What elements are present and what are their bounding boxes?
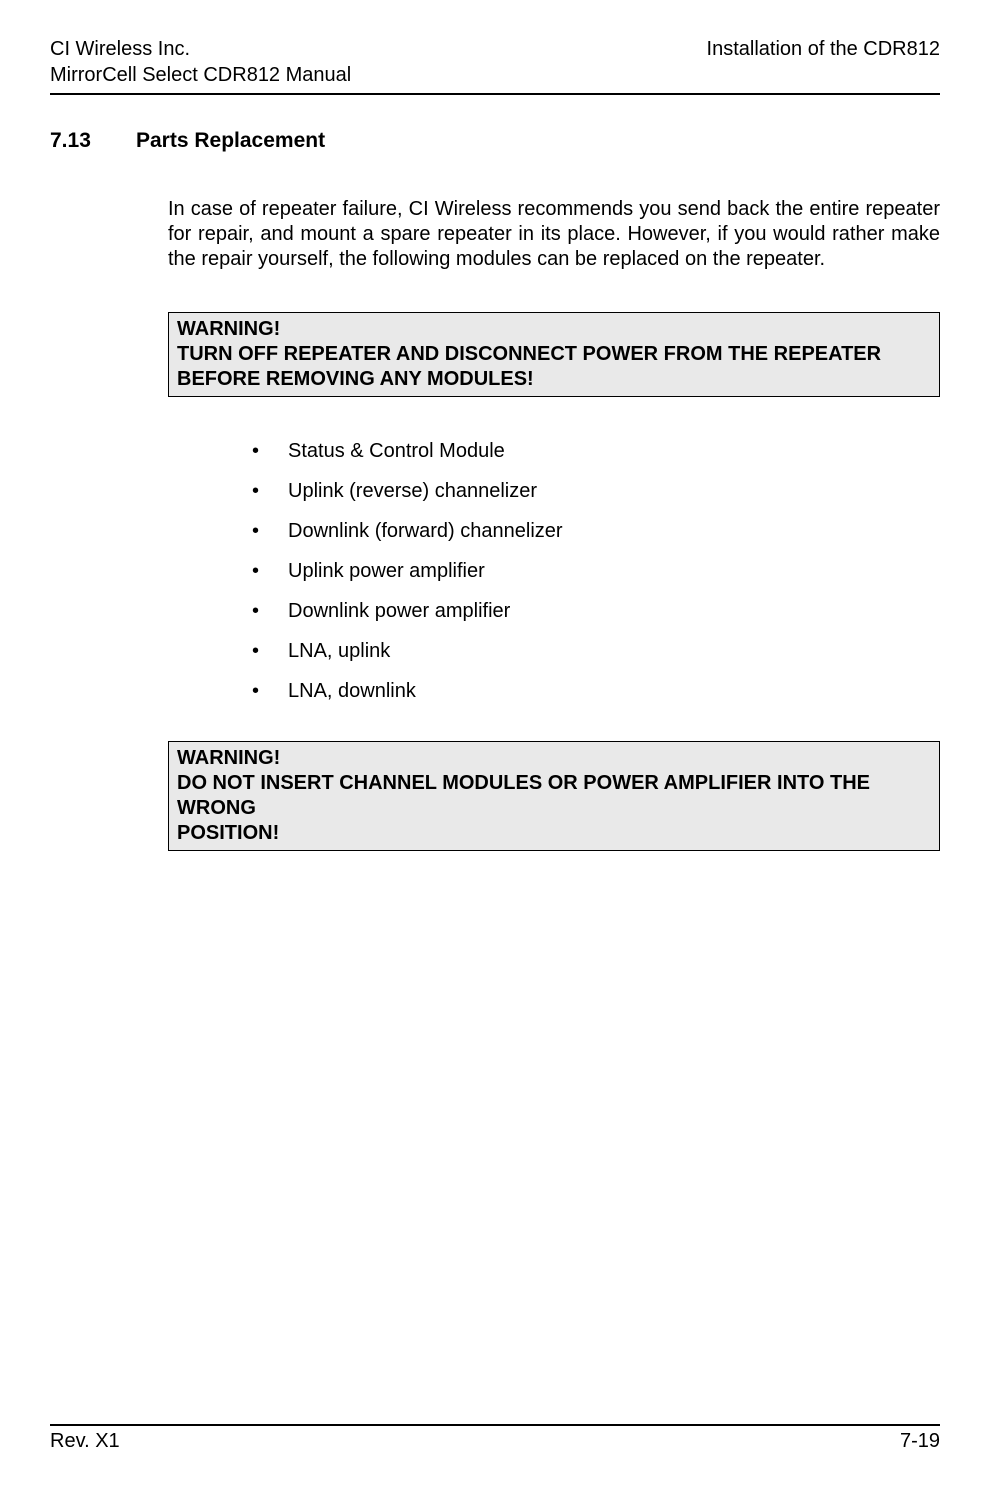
list-item: LNA, uplink: [252, 639, 940, 663]
warning-box-1: WARNING! TURN OFF REPEATER AND DISCONNEC…: [168, 312, 940, 397]
warning-2-label: WARNING!: [177, 746, 931, 771]
warning-2-line-2: POSITION!: [177, 821, 931, 846]
list-item: LNA, downlink: [252, 679, 940, 703]
warning-1-label: WARNING!: [177, 317, 931, 342]
page-header: CI Wireless Inc. MirrorCell Select CDR81…: [50, 36, 940, 88]
list-item: Downlink (forward) channelizer: [252, 519, 940, 543]
list-item-label: Status & Control Module: [288, 440, 505, 462]
list-item-label: Uplink power amplifier: [288, 560, 485, 582]
page-footer: Rev. X1 7-19: [50, 1424, 940, 1453]
footer-rev: Rev. X1: [50, 1430, 120, 1453]
header-right: Installation of the CDR812: [707, 36, 940, 88]
intro-paragraph: In case of repeater failure, CI Wireless…: [168, 197, 940, 272]
footer-rule: [50, 1424, 940, 1426]
section-heading: 7.13Parts Replacement: [50, 129, 940, 153]
footer-page: 7-19: [900, 1430, 940, 1453]
header-manual: MirrorCell Select CDR812 Manual: [50, 62, 351, 88]
header-rule: [50, 93, 940, 95]
section-title: Parts Replacement: [136, 129, 325, 152]
list-item-label: Downlink power amplifier: [288, 600, 510, 622]
list-item-label: Downlink (forward) channelizer: [288, 520, 563, 542]
list-item-label: Uplink (reverse) channelizer: [288, 480, 537, 502]
warning-1-line-1: TURN OFF REPEATER AND DISCONNECT POWER F…: [177, 342, 931, 367]
section-number: 7.13: [50, 129, 136, 153]
list-item: Status & Control Module: [252, 439, 940, 463]
list-item-label: LNA, uplink: [288, 640, 390, 662]
list-item: Downlink power amplifier: [252, 599, 940, 623]
list-item: Uplink (reverse) channelizer: [252, 479, 940, 503]
list-item-label: LNA, downlink: [288, 680, 416, 702]
warning-2-line-1: DO NOT INSERT CHANNEL MODULES OR POWER A…: [177, 771, 931, 821]
body-block: In case of repeater failure, CI Wireless…: [168, 197, 940, 851]
header-company: CI Wireless Inc.: [50, 36, 351, 62]
module-list: Status & Control Module Uplink (reverse)…: [252, 439, 940, 703]
list-item: Uplink power amplifier: [252, 559, 940, 583]
header-chapter: Installation of the CDR812: [707, 36, 940, 62]
page: CI Wireless Inc. MirrorCell Select CDR81…: [0, 0, 990, 1493]
footer-row: Rev. X1 7-19: [50, 1430, 940, 1453]
header-left: CI Wireless Inc. MirrorCell Select CDR81…: [50, 36, 351, 88]
warning-1-line-2: BEFORE REMOVING ANY MODULES!: [177, 367, 931, 392]
warning-box-2: WARNING! DO NOT INSERT CHANNEL MODULES O…: [168, 741, 940, 851]
